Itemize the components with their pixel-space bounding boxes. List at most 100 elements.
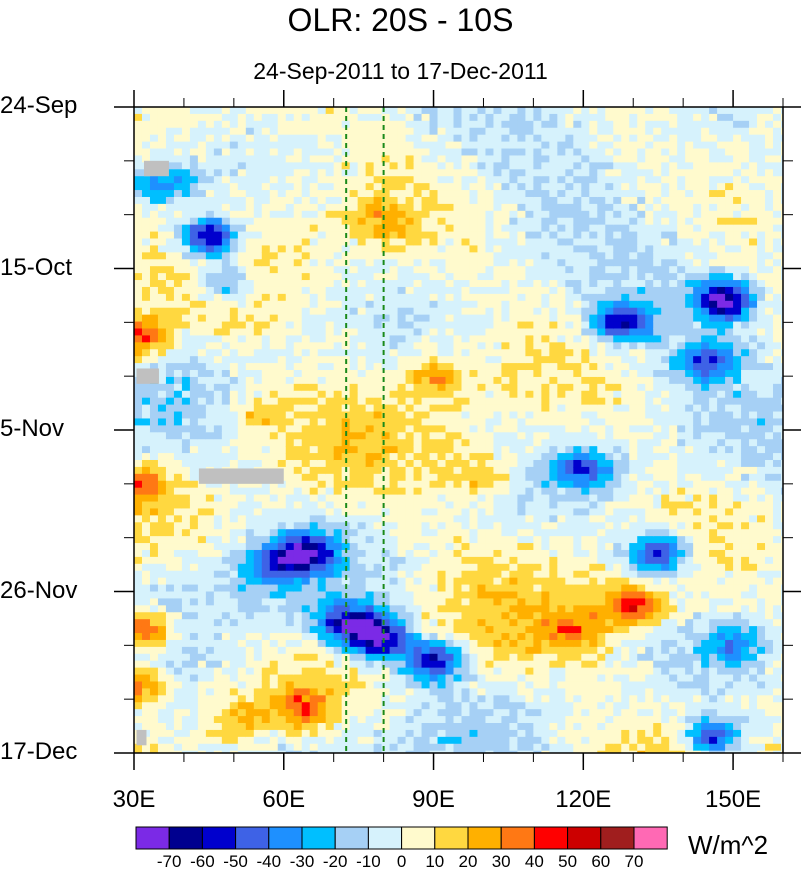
heatmap-cell	[269, 273, 279, 281]
heatmap-cell	[141, 591, 151, 600]
heatmap-cell	[549, 328, 558, 337]
heatmap-cell	[357, 688, 367, 696]
heatmap-cell	[229, 494, 239, 503]
heatmap-cell	[469, 162, 479, 170]
heatmap-cell	[333, 723, 343, 731]
heatmap-cell	[157, 729, 167, 738]
heatmap-cell	[357, 750, 367, 753]
heatmap-cell	[221, 328, 231, 337]
heatmap-cell	[453, 107, 463, 115]
heatmap-cell	[261, 148, 271, 157]
heatmap-cell	[541, 328, 550, 337]
heatmap-cell	[477, 224, 487, 233]
heatmap-cell	[309, 522, 319, 530]
heatmap-cell	[477, 529, 487, 537]
heatmap-cell	[221, 113, 231, 122]
heatmap-cell	[461, 494, 471, 503]
heatmap-cell	[549, 729, 558, 738]
heatmap-cell	[277, 529, 287, 537]
heatmap-cell	[373, 397, 383, 406]
heatmap-cell	[189, 162, 199, 170]
heatmap-cell	[517, 335, 526, 343]
heatmap-cell	[533, 536, 542, 544]
heatmap-cell	[301, 376, 311, 385]
heatmap-cell	[517, 107, 526, 115]
heatmap-cell	[157, 418, 167, 426]
heatmap-cell	[389, 508, 399, 516]
heatmap-cell	[253, 127, 263, 136]
heatmap-cell	[349, 543, 359, 551]
heatmap-cell	[134, 418, 143, 426]
heatmap-cell	[333, 363, 343, 371]
heatmap-cell	[493, 536, 503, 544]
heatmap-cell	[141, 363, 151, 371]
heatmap-cell	[509, 522, 519, 530]
heatmap-cell	[157, 390, 167, 399]
heatmap-cell	[189, 342, 199, 350]
heatmap-cell	[293, 633, 303, 641]
heatmap-cell	[221, 688, 231, 696]
heatmap-cell	[413, 183, 423, 191]
heatmap-cell	[237, 633, 247, 641]
heatmap-cell	[205, 342, 215, 350]
heatmap-cell	[461, 183, 471, 191]
heatmap-cell	[357, 134, 367, 143]
heatmap-cell	[189, 134, 199, 143]
heatmap-cell	[501, 598, 511, 606]
heatmap-cell	[381, 570, 391, 579]
heatmap-cell	[293, 245, 303, 253]
heatmap-cell	[429, 563, 439, 572]
heatmap-cell	[221, 425, 231, 433]
heatmap-cell	[429, 307, 439, 316]
heatmap-cell	[141, 688, 151, 696]
heatmap-cell	[533, 321, 542, 330]
heatmap-cell	[493, 543, 503, 551]
heatmap-cell	[493, 127, 503, 136]
heatmap-cell	[165, 543, 175, 551]
heatmap-cell	[461, 113, 471, 122]
heatmap-cell	[134, 266, 143, 274]
heatmap-cell	[501, 383, 511, 392]
heatmap-cell	[333, 300, 343, 309]
heatmap-cell	[445, 335, 455, 343]
heatmap-cell	[517, 480, 526, 489]
heatmap-cell	[245, 397, 255, 406]
heatmap-cell	[157, 453, 167, 461]
heatmap-cell	[285, 134, 295, 143]
heatmap-cell	[477, 709, 487, 717]
heatmap-cell	[189, 729, 199, 738]
heatmap-cell	[429, 709, 439, 717]
heatmap-cell	[405, 688, 415, 696]
heatmap-cell	[381, 162, 391, 170]
heatmap-cell	[173, 245, 183, 253]
heatmap-cell	[533, 196, 542, 205]
heatmap-cell	[141, 605, 151, 613]
heatmap-cell	[397, 280, 407, 288]
heatmap-cell	[461, 363, 471, 371]
heatmap-cell	[317, 646, 327, 655]
heatmap-cell	[229, 591, 239, 600]
heatmap-cell	[533, 176, 542, 184]
heatmap-cell	[301, 293, 311, 302]
heatmap-cell	[141, 203, 151, 212]
heatmap-cell	[157, 639, 167, 648]
heatmap-cell	[293, 113, 303, 122]
heatmap-cell	[365, 252, 375, 260]
heatmap-cell	[437, 750, 447, 753]
heatmap-cell	[221, 217, 231, 226]
heatmap-cell	[525, 203, 534, 212]
heatmap-cell	[477, 570, 487, 579]
heatmap-cell	[261, 293, 271, 302]
heatmap-cell	[141, 639, 151, 648]
heatmap-cell	[333, 619, 343, 627]
heatmap-cell	[261, 605, 271, 613]
heatmap-cell	[517, 439, 526, 447]
heatmap-cell	[405, 702, 415, 710]
heatmap-cell	[245, 107, 255, 115]
heatmap-cell	[341, 425, 351, 433]
heatmap-cell	[501, 176, 511, 184]
heatmap-cell	[221, 695, 231, 703]
heatmap-cell	[357, 183, 367, 191]
heatmap-cell	[157, 584, 167, 593]
heatmap-cell	[445, 155, 455, 163]
